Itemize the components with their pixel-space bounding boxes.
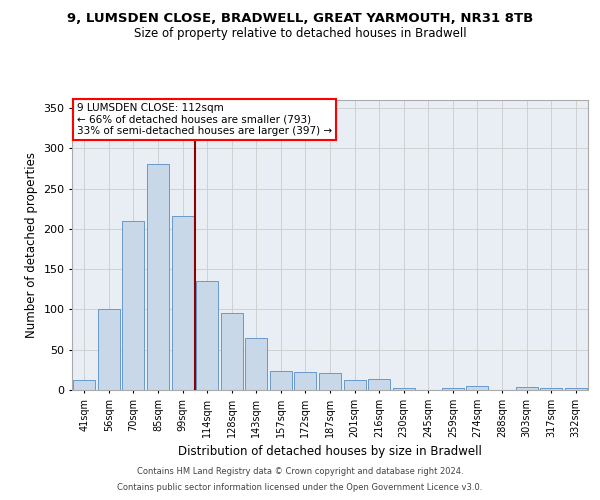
Bar [245,338,268,390]
Bar [442,388,464,390]
Bar [515,387,538,390]
Bar [196,281,218,390]
Bar [221,314,243,390]
Bar [270,370,292,390]
Bar [392,388,415,390]
Bar [122,221,145,390]
Text: Size of property relative to detached houses in Bradwell: Size of property relative to detached ho… [134,28,466,40]
Text: 9, LUMSDEN CLOSE, BRADWELL, GREAT YARMOUTH, NR31 8TB: 9, LUMSDEN CLOSE, BRADWELL, GREAT YARMOU… [67,12,533,26]
X-axis label: Distribution of detached houses by size in Bradwell: Distribution of detached houses by size … [178,446,482,458]
Bar [319,373,341,390]
Bar [368,378,390,390]
Bar [540,388,562,390]
Bar [565,388,587,390]
Text: Contains public sector information licensed under the Open Government Licence v3: Contains public sector information licen… [118,484,482,492]
Bar [344,380,365,390]
Bar [295,372,316,390]
Bar [98,308,120,390]
Y-axis label: Number of detached properties: Number of detached properties [25,152,38,338]
Text: 9 LUMSDEN CLOSE: 112sqm
← 66% of detached houses are smaller (793)
33% of semi-d: 9 LUMSDEN CLOSE: 112sqm ← 66% of detache… [77,103,332,136]
Text: Contains HM Land Registry data © Crown copyright and database right 2024.: Contains HM Land Registry data © Crown c… [137,467,463,476]
Bar [466,386,488,390]
Bar [147,164,169,390]
Bar [73,380,95,390]
Bar [172,216,194,390]
